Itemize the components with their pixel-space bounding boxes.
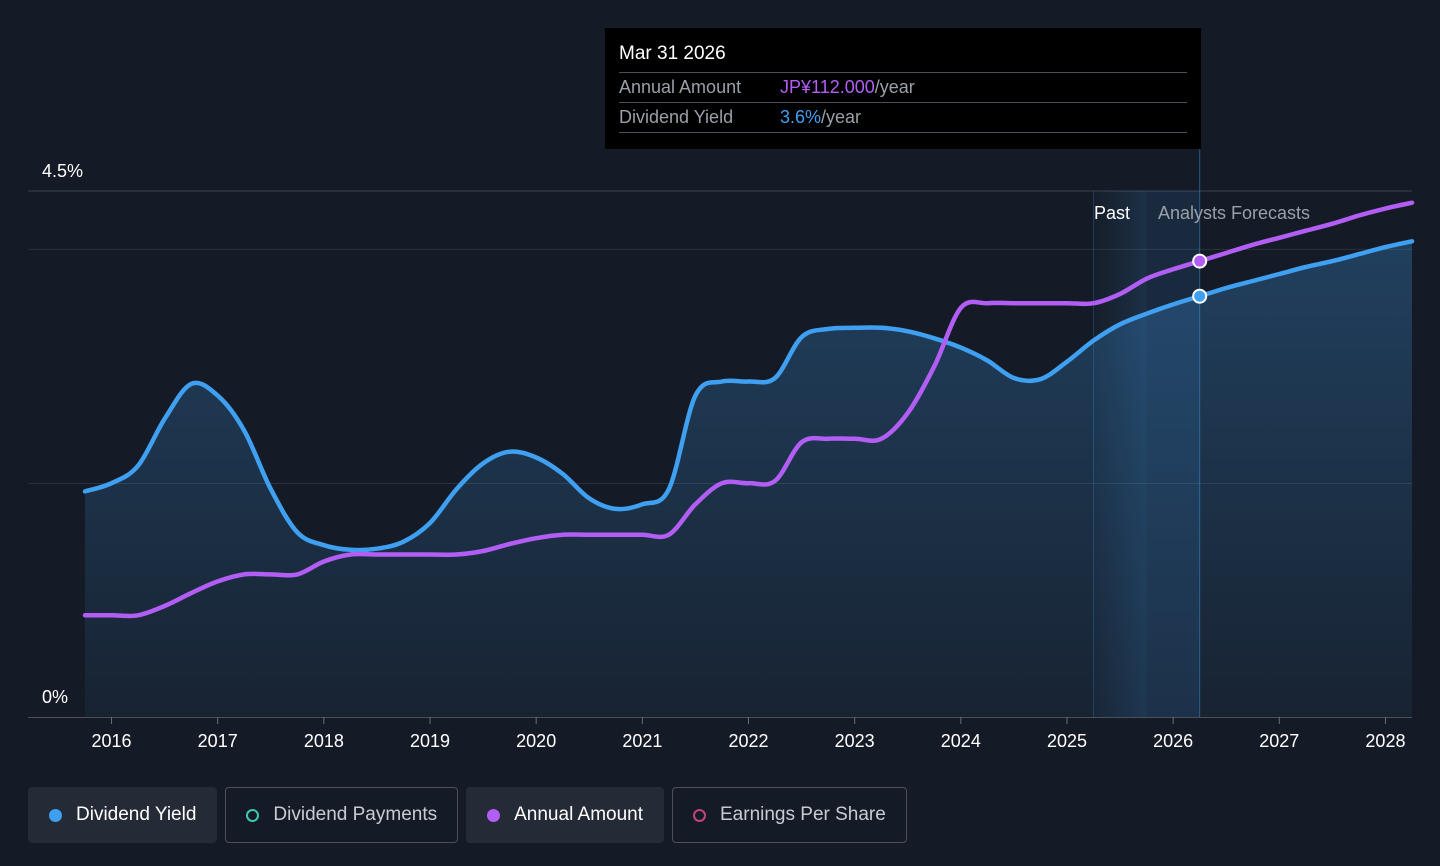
legend-ring-icon bbox=[693, 808, 706, 822]
forecast-label: Analysts Forecasts bbox=[1158, 203, 1310, 223]
x-tick-label: 2020 bbox=[516, 731, 556, 751]
legend-dot-icon bbox=[487, 808, 501, 822]
tooltip-date: Mar 31 2026 bbox=[619, 43, 726, 64]
tooltip-unit: /year bbox=[874, 77, 915, 97]
x-tick-label: 2024 bbox=[941, 731, 981, 751]
tooltip-value: JP¥112.000 bbox=[780, 77, 875, 97]
tooltip-unit: /year bbox=[821, 107, 862, 127]
legend: Dividend Yield Dividend Payments Annual … bbox=[28, 787, 915, 843]
tooltip-label: Annual Amount bbox=[619, 77, 742, 97]
x-tick-label: 2021 bbox=[622, 731, 662, 751]
legend-earnings-per-share[interactable]: Earnings Per Share bbox=[672, 787, 907, 843]
x-tick-label: 2017 bbox=[198, 731, 238, 751]
x-tick-label: 2019 bbox=[410, 731, 450, 751]
x-tick-label: 2026 bbox=[1153, 731, 1193, 751]
x-tick-label: 2023 bbox=[835, 731, 875, 751]
y-tick-label-min: 0% bbox=[42, 687, 68, 707]
tooltip-label: Dividend Yield bbox=[619, 107, 734, 127]
legend-annual-amount[interactable]: Annual Amount bbox=[466, 787, 664, 843]
legend-label: Dividend Yield bbox=[76, 804, 197, 825]
axis-layer: 2016 2017 2018 2019 2020 2021 2022 2023 2024 2025… bbox=[28, 161, 1412, 751]
tooltip: Mar 31 2026 Annual Amount JP¥112.000 /ye… bbox=[605, 28, 1201, 149]
legend-label: Earnings Per Share bbox=[720, 804, 886, 825]
x-tick-label: 2022 bbox=[728, 731, 768, 751]
legend-label: Annual Amount bbox=[514, 804, 643, 825]
legend-label: Dividend Payments bbox=[273, 804, 438, 825]
amount-line bbox=[82, 200, 1415, 619]
past-label: Past bbox=[1094, 203, 1130, 223]
tooltip-row-annual-amount: Annual Amount JP¥112.000 /year bbox=[619, 72, 1187, 102]
yield-line bbox=[82, 239, 1415, 553]
tooltip-value: 3.6% bbox=[780, 107, 822, 127]
legend-ring-icon bbox=[246, 808, 260, 822]
legend-dividend-yield[interactable]: Dividend Yield bbox=[28, 787, 218, 843]
amount-marker bbox=[1192, 253, 1208, 269]
marker-layer bbox=[1192, 253, 1208, 304]
x-tick-label: 2028 bbox=[1365, 731, 1405, 751]
yield-marker bbox=[1192, 288, 1208, 304]
x-tick-label: 2018 bbox=[304, 731, 344, 751]
x-tick-label: 2016 bbox=[92, 731, 132, 751]
tooltip-row-dividend-yield: Dividend Yield 3.6% /year bbox=[619, 102, 1187, 133]
y-tick-label-max: 4.5% bbox=[42, 161, 83, 181]
series-layer bbox=[82, 200, 1415, 718]
x-tick-label: 2025 bbox=[1047, 731, 1087, 751]
legend-dividend-payments[interactable]: Dividend Payments bbox=[225, 787, 459, 843]
legend-dot-icon bbox=[49, 808, 62, 822]
x-tick-label: 2027 bbox=[1259, 731, 1299, 751]
yield-area bbox=[85, 241, 1412, 718]
